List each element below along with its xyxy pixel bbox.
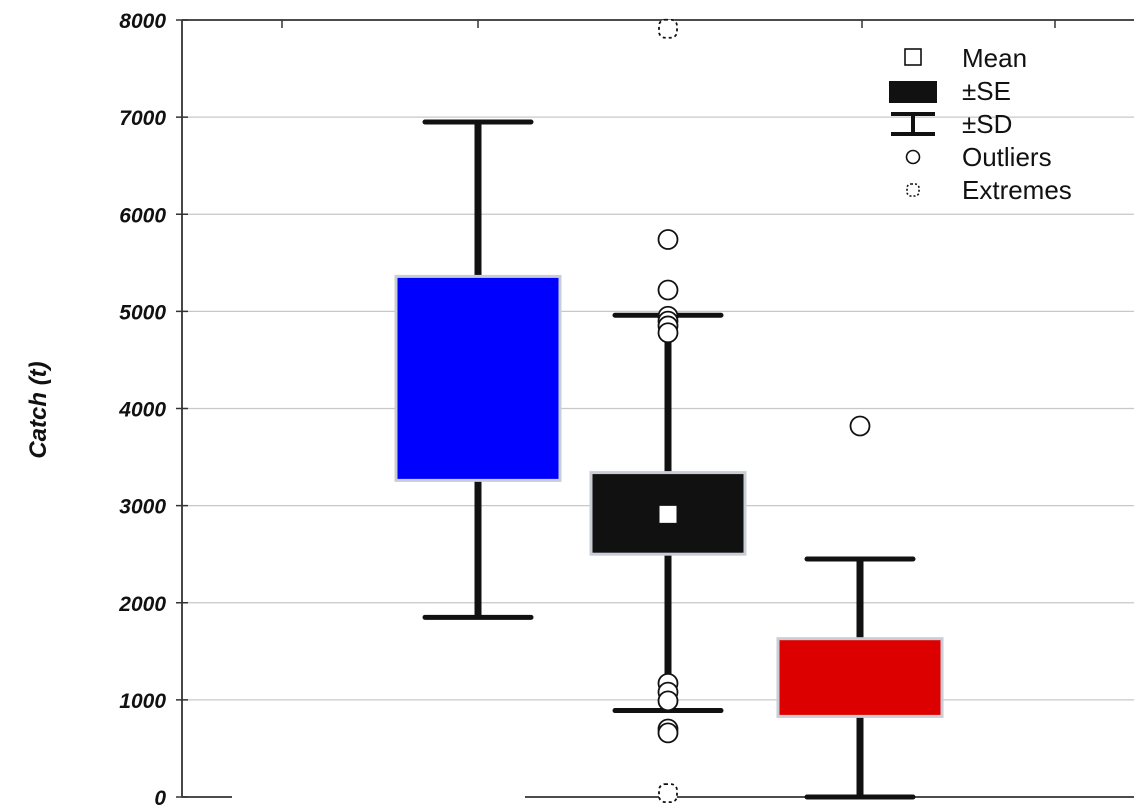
y-tick-label: 4000 (118, 399, 166, 422)
outlier-point (657, 690, 679, 712)
y-tick-label: 1000 (119, 690, 166, 713)
y-axis-title: Catch (t) (25, 361, 52, 458)
y-tick-label: 7000 (119, 107, 166, 130)
outlier-point (849, 415, 871, 437)
box-group-1 (394, 119, 562, 620)
outlier-point (657, 229, 679, 250)
y-tick-label: 8000 (119, 10, 166, 33)
box-group-3 (776, 415, 944, 800)
legend-item-outliers: Outliers (905, 142, 1052, 172)
box-group-2 (589, 18, 747, 804)
extreme-point (658, 18, 678, 39)
legend-label: Extremes (962, 175, 1072, 205)
extreme-point (658, 783, 678, 804)
legend-label: Mean (962, 43, 1027, 73)
y-axis-ticks: 0 1000 2000 3000 4000 5000 6000 7000 8000 (118, 10, 188, 807)
y-tick-label: 2000 (118, 593, 166, 616)
y-tick-label: 3000 (119, 496, 166, 519)
legend-se-symbol (889, 81, 937, 103)
legend-item-sd: ±SD (891, 109, 1012, 139)
legend-mean-symbol (904, 48, 922, 66)
legend-extreme-symbol (906, 183, 920, 197)
legend-outlier-symbol (905, 149, 921, 165)
box-body (394, 274, 562, 482)
y-tick-label: 6000 (119, 204, 166, 227)
outlier-point (657, 322, 679, 344)
legend-item-se: ±SE (889, 76, 1011, 106)
legend-item-extremes: Extremes (906, 175, 1072, 205)
outlier-point (657, 722, 679, 744)
outlier-point (657, 279, 679, 301)
legend-label: Outliers (962, 142, 1052, 172)
mean-marker (659, 505, 677, 523)
legend-item-mean: Mean (904, 43, 1027, 73)
y-tick-label: 0 (154, 787, 166, 807)
box-groups (394, 18, 944, 804)
y-tick-label: 5000 (119, 301, 166, 324)
box-body (776, 637, 944, 718)
legend-label: ±SE (962, 76, 1011, 106)
legend-label: ±SD (962, 109, 1012, 139)
